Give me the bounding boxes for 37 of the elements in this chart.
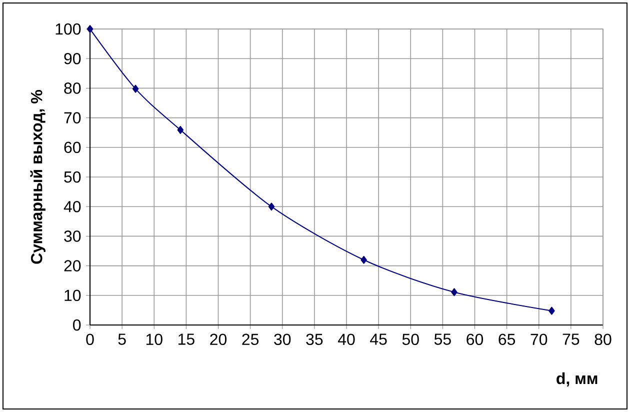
point bbox=[132, 84, 139, 93]
y-tick-label: 100 bbox=[56, 23, 81, 35]
y-tick-label: 80 bbox=[64, 82, 81, 94]
x-tick-label: 30 bbox=[274, 334, 291, 346]
y-tick-label: 0 bbox=[73, 319, 81, 331]
x-tick-label: 75 bbox=[562, 334, 580, 345]
x-tick-label: 40 bbox=[338, 334, 355, 346]
x-axis-title: d, мм bbox=[556, 372, 598, 386]
x-tick-label: 50 bbox=[402, 334, 419, 346]
x-tick-label: 20 bbox=[210, 334, 227, 346]
x-tick-label: 10 bbox=[146, 334, 162, 346]
x-tick-label: 35 bbox=[306, 334, 323, 346]
y-tick-label: 40 bbox=[64, 200, 81, 212]
y-axis-title: Суммарный выход, % bbox=[30, 90, 46, 264]
x-tick-label: 0 bbox=[86, 334, 94, 346]
y-tick-label: 20 bbox=[64, 260, 81, 272]
y-tick-label: 50 bbox=[64, 171, 81, 183]
y-tick-label: 70 bbox=[64, 112, 81, 124]
point bbox=[360, 256, 367, 264]
point bbox=[177, 126, 184, 134]
x-tick-label: 70 bbox=[530, 334, 548, 346]
x-tick-label: 60 bbox=[466, 334, 484, 346]
point bbox=[86, 25, 94, 34]
y-tick-label: 60 bbox=[64, 142, 81, 154]
x-tick-label: 25 bbox=[242, 334, 259, 346]
point bbox=[451, 288, 458, 296]
x-tick-label: 55 bbox=[434, 334, 451, 345]
x-tick-label: 80 bbox=[594, 334, 612, 346]
x-tick-label: 15 bbox=[178, 334, 194, 345]
y-tick-label: 90 bbox=[64, 52, 81, 64]
x-tick-label: 45 bbox=[370, 334, 387, 345]
point bbox=[548, 306, 555, 315]
x-tick-label: 5 bbox=[118, 334, 126, 345]
y-tick-label: 30 bbox=[64, 230, 81, 242]
y-tick-label: 10 bbox=[64, 290, 81, 302]
point bbox=[268, 202, 275, 211]
x-tick-label: 65 bbox=[498, 334, 516, 346]
